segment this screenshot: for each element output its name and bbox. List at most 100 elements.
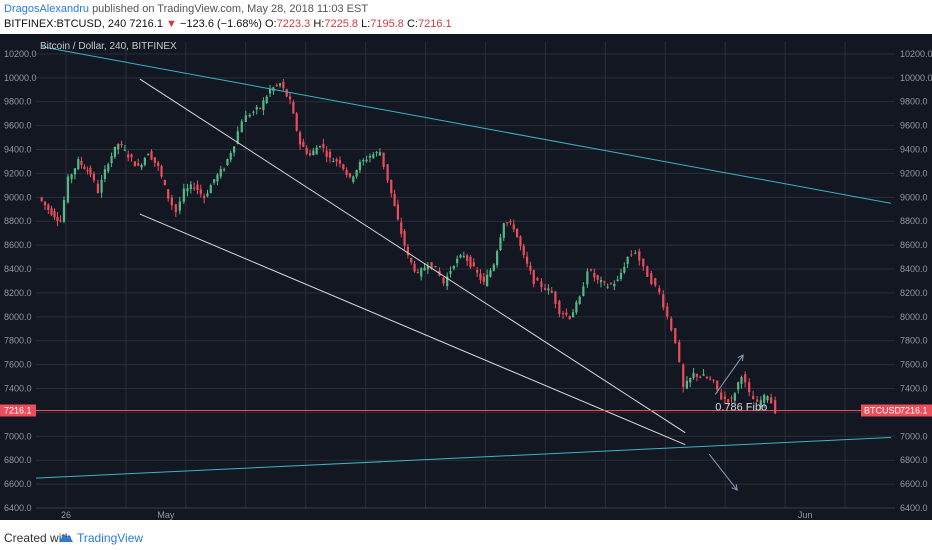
candle-body <box>575 302 578 313</box>
candle-body <box>203 196 206 199</box>
candle-body <box>275 85 278 87</box>
fibo-annotation: 0.786 Fibo <box>715 401 767 413</box>
price-badge-right-bg[interactable] <box>861 404 932 417</box>
y-tick-label-right: 10200.0 <box>900 49 932 59</box>
author-link[interactable]: DragosAlexandru <box>4 3 89 15</box>
candle-body <box>110 156 113 164</box>
candle-body <box>178 201 181 211</box>
candle-body <box>248 115 251 117</box>
candle-body <box>50 208 53 215</box>
symbol-label: BITFINEX:BTCUSD, 240 <box>4 18 127 30</box>
tradingview-logo-icon[interactable] <box>58 530 74 544</box>
y-tick-label-left: 8000.0 <box>4 312 32 322</box>
candle-body <box>662 294 665 308</box>
candle-body <box>682 364 685 388</box>
candle-body <box>733 393 736 401</box>
candle-body <box>692 372 695 378</box>
candle-body <box>100 179 103 193</box>
price-chart[interactable]: 6400.0 6400.0 6600.0 6600.0 6800.0 6800.0 7000… <box>0 34 932 520</box>
candle-body <box>774 400 777 414</box>
candle-body <box>613 283 616 287</box>
y-tick-label-left: 7600.0 <box>4 360 32 370</box>
candle-body <box>278 83 282 86</box>
candle-body <box>403 230 406 246</box>
candle-body <box>368 155 372 158</box>
high-label: H: <box>313 18 325 30</box>
candle-body <box>62 200 66 222</box>
high-value: 7225.8 <box>324 18 359 30</box>
breakdown-arrow <box>708 453 738 491</box>
candle-body <box>338 160 342 164</box>
candle-body <box>716 380 719 390</box>
axes: 6400.0 6400.0 6600.0 6600.0 6800.0 6800.0 7000… <box>0 49 932 520</box>
y-tick-label-left: 8800.0 <box>4 216 32 226</box>
candle-body <box>586 271 589 285</box>
candle-body <box>390 179 393 194</box>
chart-title: Bitcoin / Dollar, 240, BITFINEX <box>40 41 177 52</box>
y-tick-label-left: 6600.0 <box>4 479 32 489</box>
open-value: 7223.3 <box>276 18 311 30</box>
candle-body <box>727 399 730 403</box>
candle-body <box>446 276 449 287</box>
grid-lines <box>36 42 895 509</box>
y-tick-label-right: 9600.0 <box>900 121 928 131</box>
candle-body <box>400 222 403 234</box>
candle-body <box>174 204 177 213</box>
candle-body <box>654 278 657 286</box>
candle-body <box>646 266 649 277</box>
candle-body <box>540 281 543 288</box>
candle-body <box>532 270 535 284</box>
candle-body <box>434 266 437 268</box>
candle-body <box>469 256 472 268</box>
candle-body <box>328 151 332 158</box>
y-tick-label-left: 6800.0 <box>4 455 32 465</box>
candle-body <box>252 111 255 113</box>
y-tick-label-left: 9600.0 <box>4 121 32 131</box>
candle-body <box>298 132 302 145</box>
candle-body <box>59 220 62 222</box>
candle-body <box>193 187 196 189</box>
candle-body <box>123 149 126 151</box>
candle-body <box>565 312 568 315</box>
candle-body <box>766 396 769 401</box>
candle-body <box>413 263 416 272</box>
chart-area[interactable]: 6400.0 6400.0 6600.0 6600.0 6800.0 6800.0 7000… <box>0 34 932 520</box>
candle-body <box>365 159 368 162</box>
candle-body <box>512 224 515 230</box>
candle-body <box>318 145 322 147</box>
price-label-right: 7216.1 <box>900 405 928 415</box>
tradingview-brand[interactable]: TradingView <box>77 531 144 545</box>
candle-body <box>302 141 305 147</box>
candle-body <box>199 189 202 194</box>
candle-body <box>163 179 166 186</box>
candle-body <box>472 262 475 267</box>
candle-body <box>554 291 557 304</box>
candle-body <box>426 265 429 270</box>
breakdown-arrow-head <box>731 484 738 491</box>
candle-body <box>748 382 751 393</box>
candle-body <box>53 211 56 218</box>
candle-body <box>642 258 645 267</box>
candle-body <box>479 273 482 280</box>
candle-body <box>619 272 623 279</box>
candle-body <box>358 161 362 171</box>
candle-body <box>492 264 495 271</box>
y-tick-label-right: 6600.0 <box>900 479 928 489</box>
candle-body <box>216 174 219 182</box>
candle-body <box>107 164 110 172</box>
candles <box>40 79 777 415</box>
candle-body <box>550 290 553 293</box>
close-label: C: <box>406 18 418 30</box>
candle-body <box>375 151 378 153</box>
candle-body <box>740 377 743 384</box>
candle-body <box>695 374 698 377</box>
breakout-up-arrow-head <box>737 354 744 362</box>
candle-body <box>499 237 502 251</box>
created-with-text: Created with <box>4 531 72 545</box>
y-tick-label-right: 8000.0 <box>900 312 928 322</box>
low-label: L: <box>361 18 371 30</box>
long-support-line <box>35 437 892 479</box>
low-value: 7195.8 <box>370 18 404 30</box>
y-tick-label-right: 8800.0 <box>900 216 928 226</box>
candle-body <box>502 223 505 238</box>
